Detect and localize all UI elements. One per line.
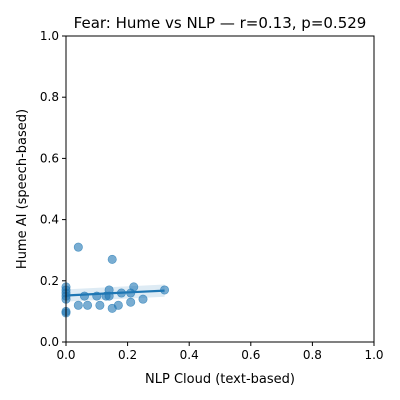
regression-line-group [65, 289, 165, 297]
y-axis-ticks: 0.0 0.2 0.4 0.6 0.8 1.0 [40, 29, 66, 349]
x-tick-label: 0.6 [241, 348, 260, 362]
data-point [113, 300, 123, 310]
y-tick-label: 0.2 [40, 274, 59, 288]
x-tick-label: 0.2 [118, 348, 137, 362]
data-point [83, 300, 93, 310]
data-points [61, 242, 170, 318]
x-axis-ticks: 0.0 0.2 0.4 0.6 0.8 1.0 [56, 342, 384, 362]
x-tick-label: 0.0 [56, 348, 75, 362]
regression-line [65, 289, 165, 297]
plot-frame [65, 35, 375, 343]
x-tick-label: 0.4 [180, 348, 199, 362]
y-tick-label: 1.0 [40, 29, 59, 43]
y-tick-label: 0.6 [40, 151, 59, 165]
data-point [73, 242, 83, 252]
data-point [107, 254, 117, 264]
data-point [126, 297, 136, 307]
data-point [79, 291, 89, 301]
x-axis-label: NLP Cloud (text-based) [145, 372, 295, 387]
x-tick-label: 1.0 [364, 348, 383, 362]
y-tick-label: 0.0 [40, 335, 59, 349]
chart-title: Fear: Hume vs NLP — r=0.13, p=0.529 [74, 14, 367, 32]
data-point [73, 300, 83, 310]
x-tick-label: 0.8 [303, 348, 322, 362]
y-tick-label: 0.4 [40, 213, 59, 227]
data-point [138, 294, 148, 304]
y-tick-label: 0.8 [40, 90, 59, 104]
data-point [95, 300, 105, 310]
y-axis-label: Hume AI (speech-based) [15, 109, 30, 269]
data-point [129, 282, 139, 292]
